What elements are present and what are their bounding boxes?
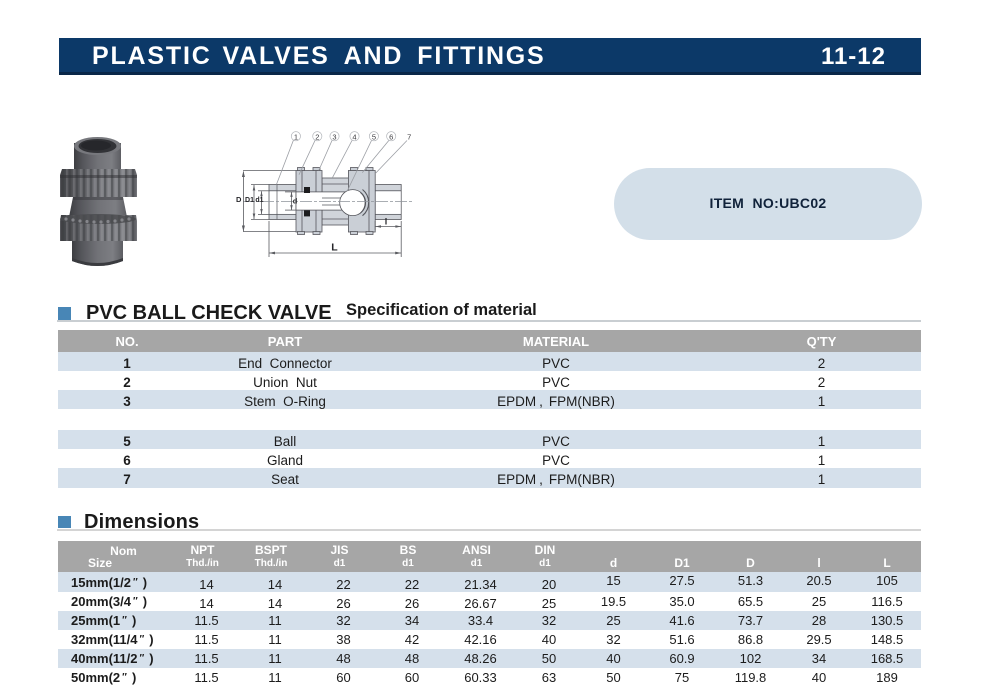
svg-text:4: 4 — [352, 132, 356, 141]
svg-text:D1: D1 — [245, 197, 254, 204]
svg-text:d1: d1 — [255, 197, 263, 204]
svg-text:L: L — [331, 242, 338, 254]
svg-text:l: l — [385, 217, 388, 227]
svg-text:d: d — [293, 196, 298, 205]
svg-text:1: 1 — [294, 132, 298, 141]
svg-text:D: D — [236, 195, 242, 204]
svg-text:7: 7 — [407, 132, 411, 141]
svg-text:3: 3 — [332, 132, 336, 141]
svg-text:5: 5 — [372, 132, 376, 141]
svg-text:6: 6 — [389, 132, 393, 141]
svg-text:2: 2 — [315, 132, 319, 141]
